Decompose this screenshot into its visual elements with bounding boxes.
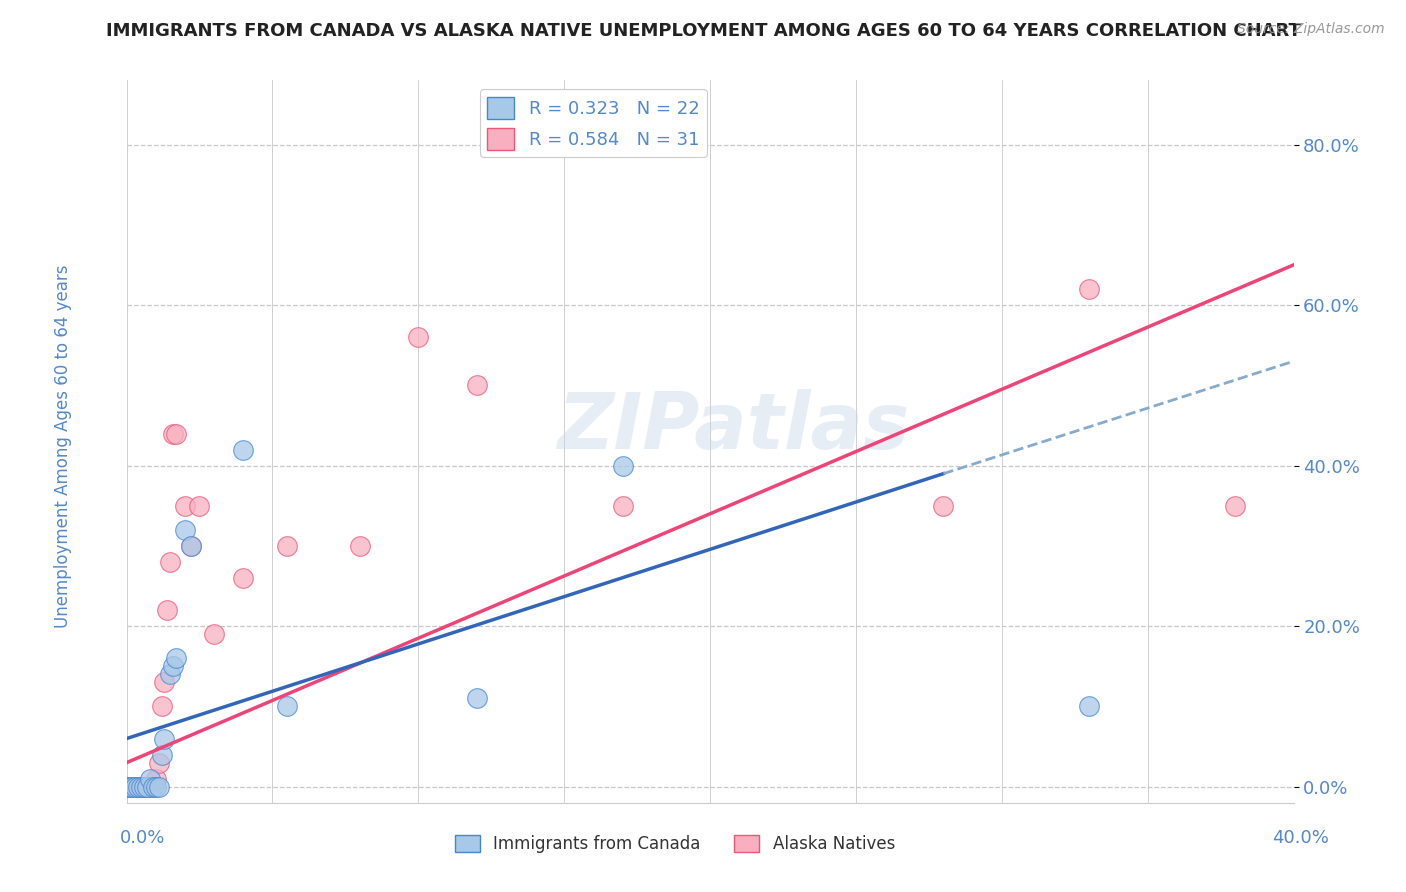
Point [465, 378, 488, 392]
Point [132, 780, 155, 794]
Point [139, 772, 162, 786]
Text: IMMIGRANTS FROM CANADA VS ALASKA NATIVE UNEMPLOYMENT AMONG AGES 60 TO 64 YEARS C: IMMIGRANTS FROM CANADA VS ALASKA NATIVE … [105, 22, 1301, 40]
Point [612, 499, 634, 513]
Point [159, 667, 181, 681]
Legend: Immigrants from Canada, Alaska Natives: Immigrants from Canada, Alaska Natives [449, 828, 901, 860]
Point [145, 772, 167, 786]
Point [349, 539, 371, 553]
Point [612, 458, 634, 473]
Point [180, 539, 202, 553]
Point [232, 442, 254, 457]
Point [408, 330, 430, 344]
Point [124, 780, 146, 794]
Point [142, 780, 165, 794]
Point [153, 675, 176, 690]
Point [121, 780, 143, 794]
Point [156, 603, 179, 617]
Point [121, 780, 143, 794]
Point [232, 571, 254, 585]
Point [150, 747, 173, 762]
Text: Source: ZipAtlas.com: Source: ZipAtlas.com [1237, 22, 1385, 37]
Point [115, 780, 138, 794]
Point [136, 780, 159, 794]
Point [150, 699, 173, 714]
Point [165, 426, 187, 441]
Point [1078, 699, 1101, 714]
Point [118, 780, 141, 794]
Point [465, 691, 488, 706]
Point [162, 426, 184, 441]
Text: Unemployment Among Ages 60 to 64 years: Unemployment Among Ages 60 to 64 years [55, 264, 72, 628]
Point [127, 780, 149, 794]
Point [129, 780, 152, 794]
Point [139, 780, 162, 794]
Point [162, 659, 184, 673]
Text: 40.0%: 40.0% [1272, 829, 1329, 847]
Point [142, 780, 165, 794]
Text: 0.0%: 0.0% [120, 829, 165, 847]
Text: ZIPatlas: ZIPatlas [557, 389, 910, 465]
Point [174, 499, 197, 513]
Point [129, 780, 152, 794]
Point [159, 555, 181, 569]
Point [932, 499, 955, 513]
Point [148, 780, 170, 794]
Point [1223, 499, 1246, 513]
Point [276, 699, 298, 714]
Point [127, 780, 149, 794]
Point [132, 780, 155, 794]
Point [145, 780, 167, 794]
Point [180, 539, 202, 553]
Point [165, 651, 187, 665]
Point [276, 539, 298, 553]
Point [115, 780, 138, 794]
Point [136, 780, 159, 794]
Point [153, 731, 176, 746]
Point [202, 627, 225, 641]
Point [124, 780, 146, 794]
Point [188, 499, 211, 513]
Point [174, 523, 197, 537]
Point [148, 756, 170, 770]
Point [118, 780, 141, 794]
Point [1078, 282, 1101, 296]
